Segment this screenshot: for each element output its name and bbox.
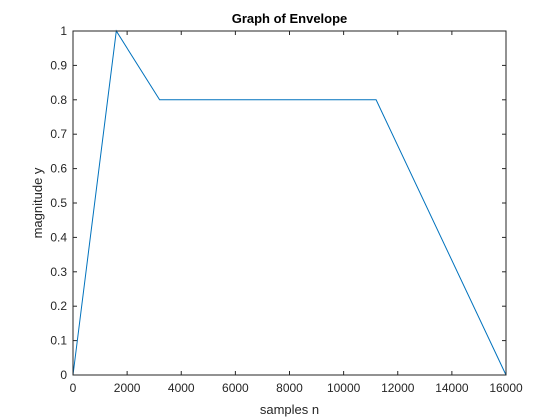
y-tick-label: 0.9: [50, 58, 67, 72]
x-tick-label: 6000: [222, 381, 249, 395]
y-axis-label: magnitude y: [30, 167, 45, 238]
plot-area: [73, 31, 506, 375]
y-tick-label: 0: [60, 368, 67, 382]
y-tick-label: 0.8: [50, 93, 67, 107]
x-tick-label: 4000: [168, 381, 195, 395]
x-tick-label: 14000: [435, 381, 469, 395]
y-tick-label: 0.2: [50, 299, 67, 313]
series-line: [72, 29, 507, 376]
ticks-layer: 0 2000 4000 6000 8000 10000 12000 14000 16000 0 0.…: [50, 24, 523, 395]
x-tick-label: 10000: [327, 381, 361, 395]
x-tick-label: 12000: [381, 381, 415, 395]
y-tick-label: 0.4: [50, 230, 67, 244]
x-tick-label: 8000: [276, 381, 303, 395]
x-tick-label: 2000: [114, 381, 141, 395]
chart-title: Graph of Envelope: [232, 11, 348, 26]
plot-border: [72, 30, 507, 376]
y-tick-label: 0.5: [50, 196, 67, 210]
series-layer: [72, 29, 507, 376]
y-tick-label: 0.3: [50, 265, 67, 279]
y-tick-label: 1: [60, 24, 67, 38]
x-tick-label: 0: [70, 381, 77, 395]
y-tick-label: 0.1: [50, 334, 67, 348]
y-tick-label: 0.7: [50, 127, 67, 141]
x-tick-label: 16000: [489, 381, 523, 395]
y-tick-label: 0.6: [50, 162, 67, 176]
x-axis-label: samples n: [260, 402, 319, 417]
